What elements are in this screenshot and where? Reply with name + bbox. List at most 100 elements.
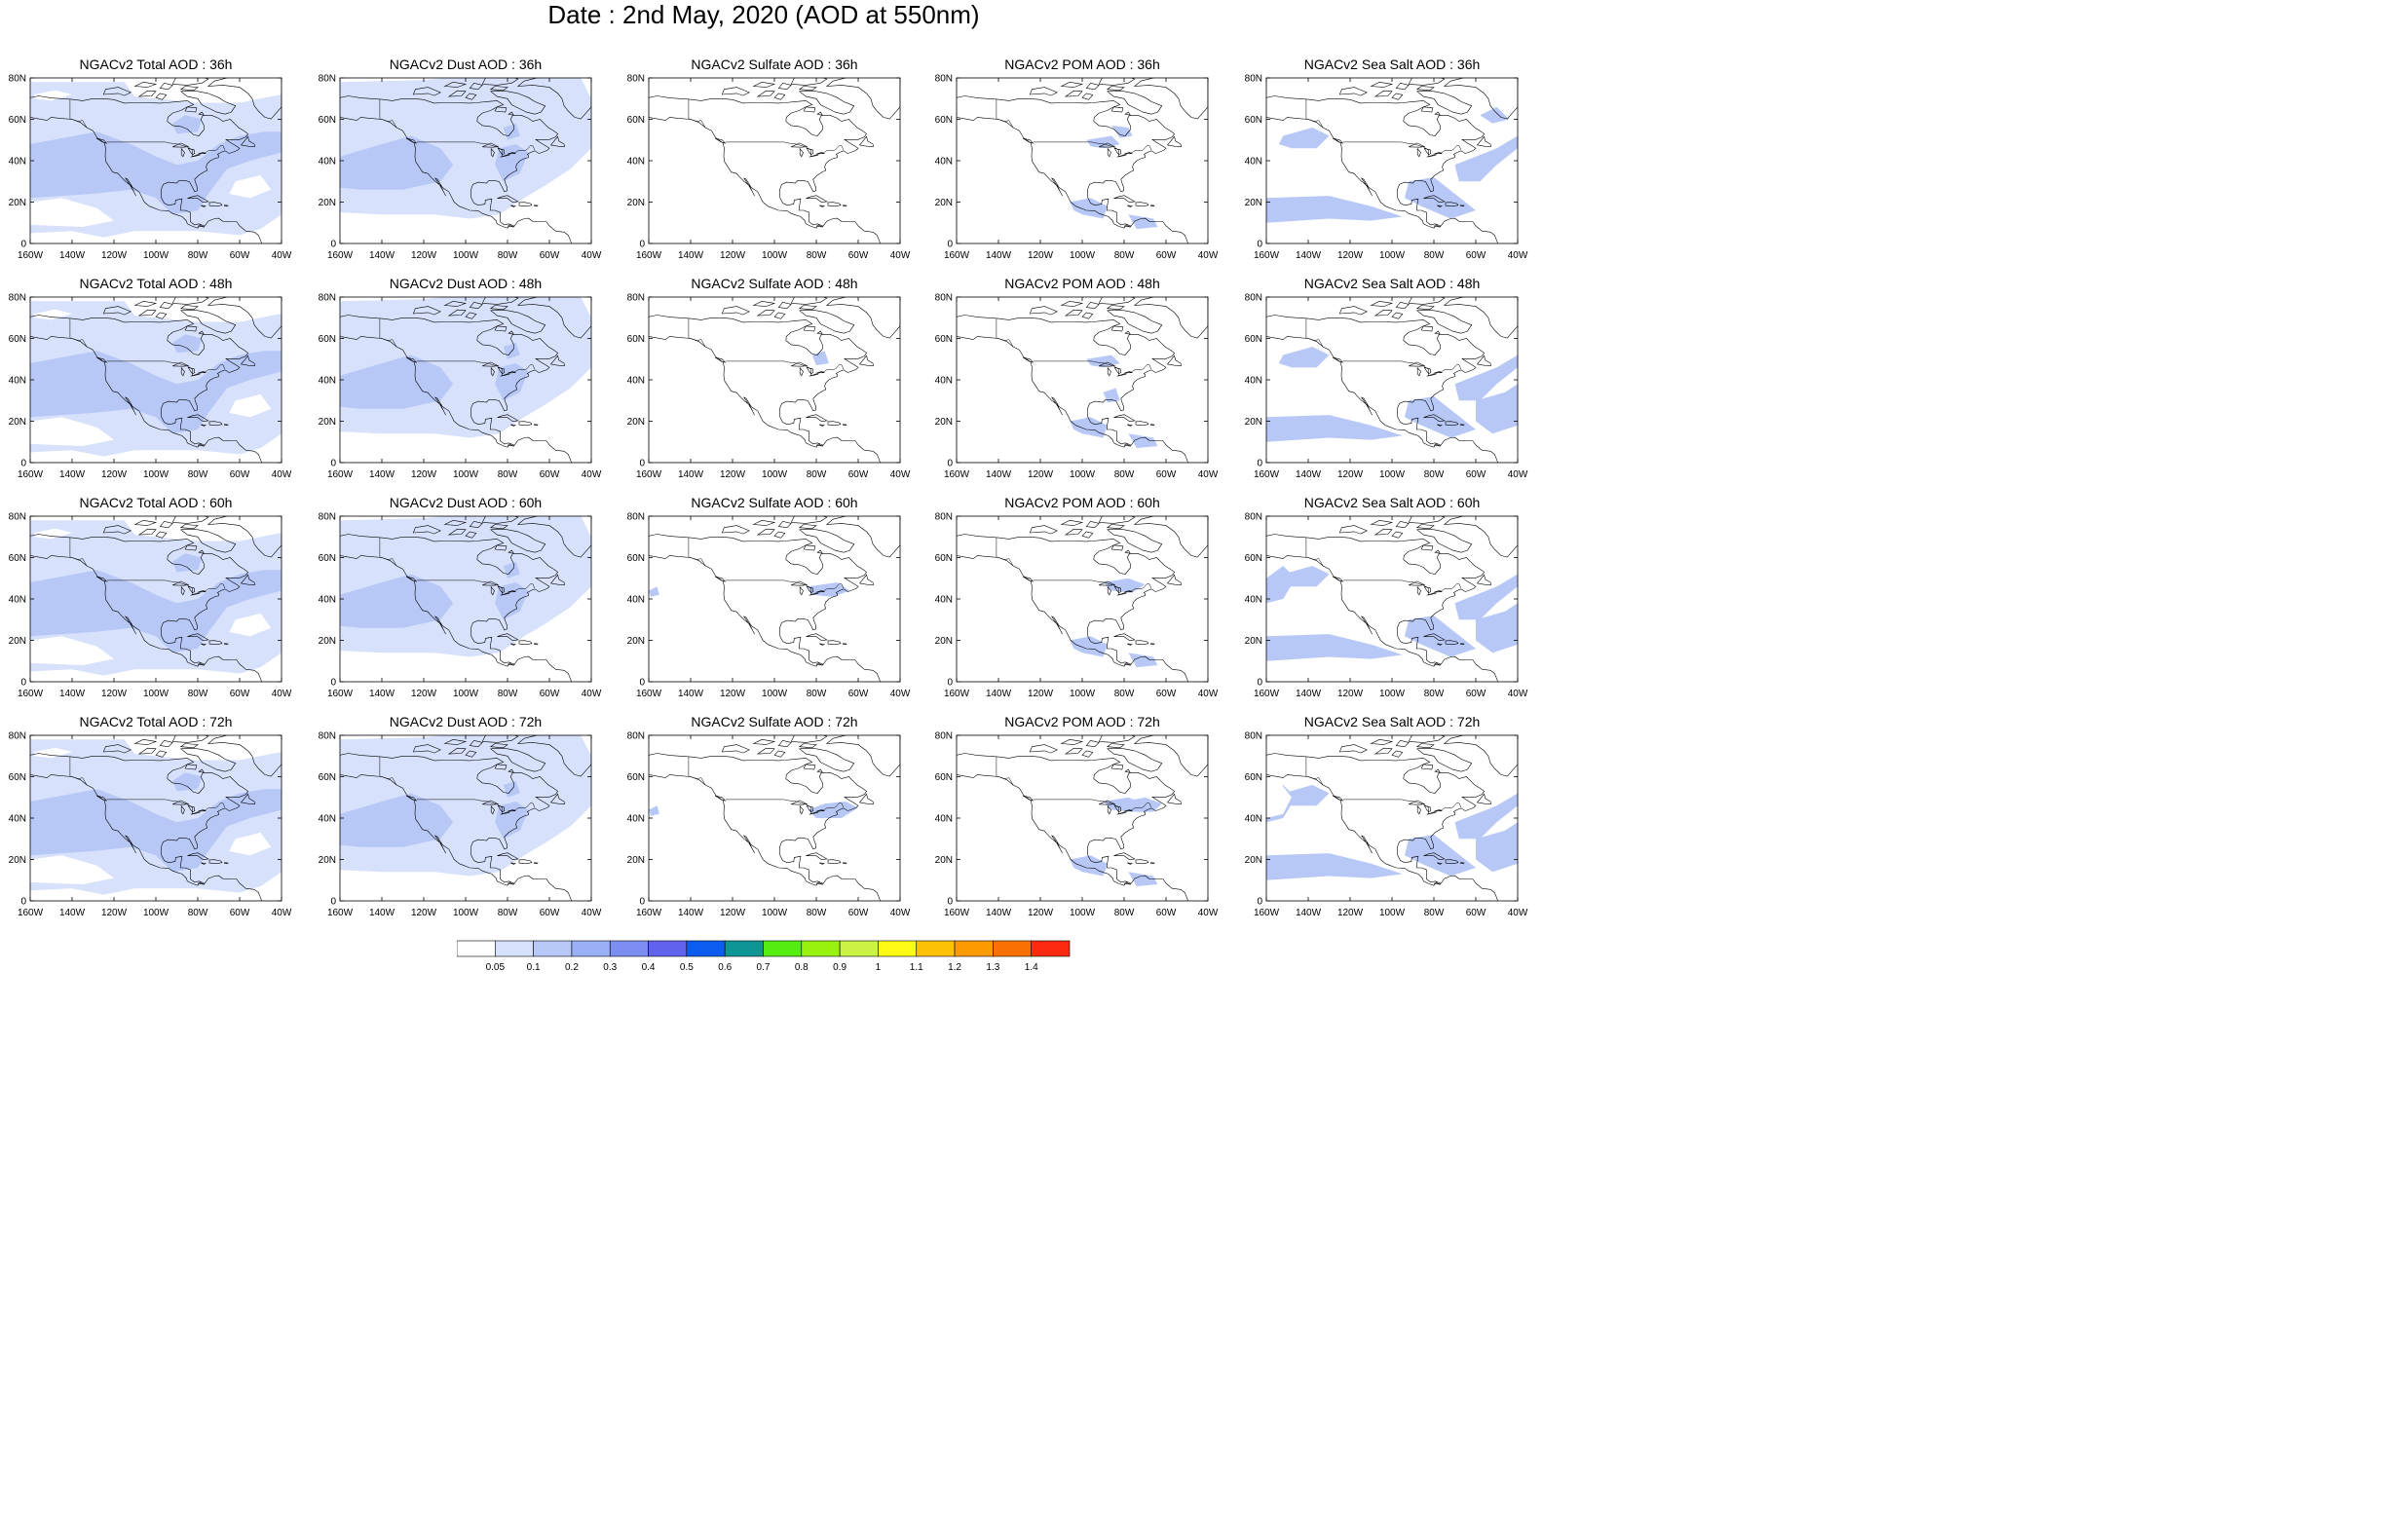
lat-tick-label: 80N: [1245, 731, 1262, 742]
lat-tick-label: 20N: [935, 855, 953, 866]
lat-tick-label: 0: [1257, 678, 1262, 689]
lon-tick-label: 100W: [1379, 469, 1406, 480]
lon-tick-label: 40W: [1508, 469, 1528, 480]
lon-tick-label: 100W: [453, 469, 479, 480]
lat-tick-label: 60N: [627, 334, 645, 345]
map-panel-pom-36h: NGACv2 POM AOD : 36h 80N 60N 40N 20N 0 160W 140…: [935, 56, 1219, 273]
lat-tick-label: 80N: [935, 74, 953, 85]
lon-tick-label: 100W: [1379, 689, 1406, 699]
aod-shade-mid: [30, 131, 282, 215]
lat-tick-label: 60N: [1245, 772, 1262, 783]
aod-shade-mid: [1404, 616, 1476, 657]
lon-tick-label: 120W: [411, 908, 437, 918]
lon-tick-label: 160W: [636, 689, 662, 699]
lat-tick-label: 0: [639, 678, 645, 689]
map-panel-sulfate-60h: NGACv2 Sulfate AOD : 60h 80N 60N 40N 20N 0 160…: [627, 495, 911, 711]
aod-clear: [229, 832, 272, 856]
lon-tick-label: 160W: [1254, 250, 1280, 261]
aod-shade-mid: [1266, 415, 1403, 442]
aod-clear: [229, 174, 272, 199]
colorbar-swatch: [878, 940, 918, 957]
lat-tick-label: 0: [1257, 240, 1262, 250]
aod-clear: [229, 393, 272, 418]
lon-tick-label: 160W: [636, 250, 662, 261]
aod-field: [30, 516, 282, 676]
aod-shade-mid: [1454, 135, 1518, 182]
coastlines: [649, 78, 900, 243]
lon-tick-label: 100W: [453, 250, 479, 261]
aod-shade-mid: [1128, 872, 1158, 887]
lat-tick-label: 40N: [319, 814, 336, 825]
lat-tick-label: 40N: [935, 376, 953, 387]
aod-shade-mid: [1476, 822, 1518, 873]
aod-shade-mid: [1128, 653, 1158, 668]
lat-tick-label: 60N: [935, 553, 953, 564]
lat-tick-label: 0: [947, 459, 953, 469]
lon-tick-label: 40W: [1198, 469, 1219, 480]
lat-tick-label: 40N: [627, 814, 645, 825]
lat-tick-label: 20N: [627, 855, 645, 866]
lon-tick-label: 140W: [369, 469, 395, 480]
lat-tick-label: 20N: [627, 636, 645, 647]
lat-tick-label: 40N: [1245, 376, 1262, 387]
lat-tick-label: 0: [330, 678, 336, 689]
lon-tick-label: 40W: [272, 908, 292, 918]
lon-tick-label: 120W: [101, 689, 128, 699]
map-panel-pom-72h: NGACv2 POM AOD : 72h 80N 60N 40N 20N 0 160W 140…: [935, 714, 1219, 930]
lat-tick-label: 20N: [319, 636, 336, 647]
aod-clear: [30, 855, 114, 884]
lon-tick-label: 60W: [848, 689, 869, 699]
lat-tick-label: 0: [20, 678, 26, 689]
lon-tick-label: 160W: [327, 469, 354, 480]
aod-shade-mid: [1476, 603, 1518, 653]
lat-tick-label: 20N: [1245, 417, 1262, 428]
lon-tick-label: 100W: [762, 908, 788, 918]
lat-tick-label: 60N: [1245, 115, 1262, 126]
aod-field: [340, 516, 591, 657]
lon-tick-label: 160W: [18, 689, 44, 699]
lat-tick-label: 80N: [319, 512, 336, 523]
map-panel-seasalt-60h: NGACv2 Sea Salt AOD : 60h 80N 60N 40N 20N 0 16…: [1245, 495, 1528, 711]
map-panel-dust-60h: NGACv2 Dust AOD : 60h 80N 60N 40N 20N 0 160W 14…: [319, 495, 602, 711]
lat-tick-label: 0: [947, 678, 953, 689]
aod-shade-mid: [340, 574, 454, 628]
colorbar-label: 1.1: [910, 962, 923, 971]
lat-tick-label: 20N: [1245, 636, 1262, 647]
lat-tick-label: 80N: [9, 512, 26, 523]
lon-tick-label: 60W: [230, 689, 250, 699]
lon-tick-label: 80W: [1424, 689, 1445, 699]
coastlines: [1266, 516, 1518, 682]
aod-field: [1070, 125, 1158, 230]
coastlines: [957, 516, 1208, 682]
coastlines: [1266, 735, 1518, 901]
lat-tick-label: 60N: [319, 115, 336, 126]
aod-shade-mid: [340, 135, 454, 190]
aod-shade-mid: [495, 802, 529, 840]
lon-tick-label: 60W: [848, 469, 869, 480]
lat-tick-label: 60N: [9, 772, 26, 783]
lat-tick-label: 20N: [627, 198, 645, 208]
lon-tick-label: 160W: [18, 250, 44, 261]
lon-tick-label: 80W: [807, 469, 827, 480]
map-panel-dust-72h: NGACv2 Dust AOD : 72h 80N 60N 40N 20N 0 160W 14…: [319, 714, 602, 930]
coastlines: [340, 735, 591, 901]
coastlines: [957, 78, 1208, 243]
lon-tick-label: 140W: [369, 689, 395, 699]
aod-shade-mid: [1124, 797, 1162, 812]
lon-tick-label: 140W: [678, 469, 704, 480]
lon-tick-label: 40W: [1508, 250, 1528, 261]
lon-tick-label: 140W: [369, 250, 395, 261]
panel-title: NGACv2 Total AOD : 60h: [79, 495, 233, 510]
lon-tick-label: 140W: [678, 689, 704, 699]
panel-title: NGACv2 Sulfate AOD : 36h: [691, 56, 858, 72]
aod-field: [340, 78, 591, 219]
lon-tick-label: 60W: [230, 250, 250, 261]
lon-tick-label: 160W: [944, 469, 970, 480]
colorbar-swatch: [648, 940, 688, 957]
aod-field: [1070, 355, 1158, 449]
